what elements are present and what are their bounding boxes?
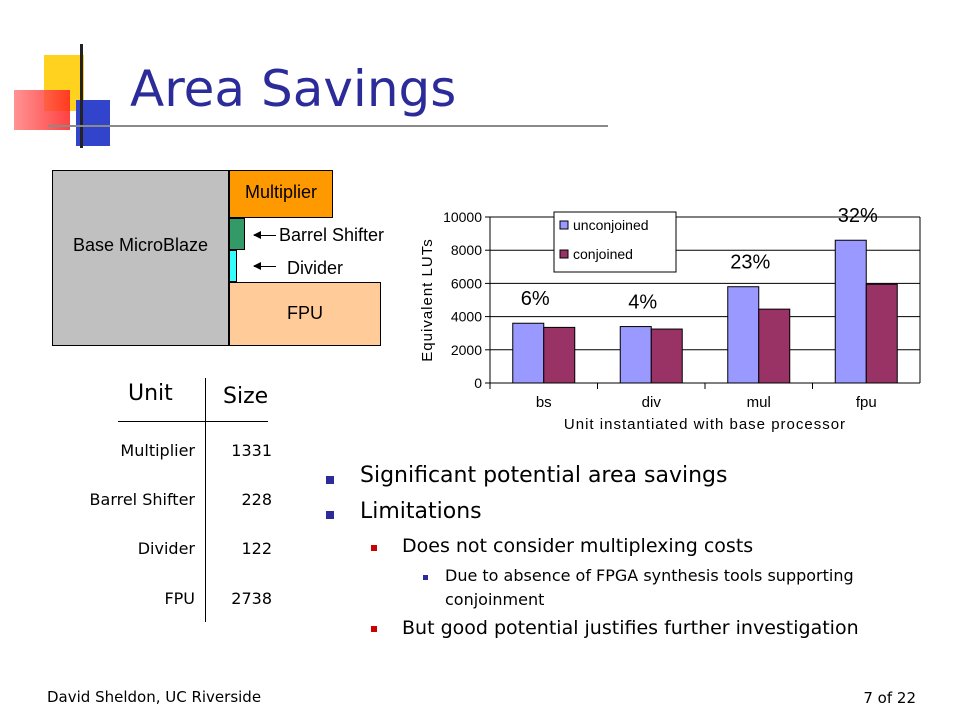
divider-block [229,250,237,282]
bullet-level2: But good potential justifies further inv… [402,617,859,639]
base-microblaze-block: Base MicroBlaze [52,170,229,346]
bullet-level3: conjoinment [445,590,545,609]
y-tick-label: 0 [474,375,482,391]
table-cell-size: 228 [241,490,272,509]
x-tick-label: fpu [856,394,877,411]
table-header-divider [118,421,268,422]
x-axis-label: Unit instantiated with base processor [564,416,846,433]
multiplier-label: Multiplier [244,182,318,202]
x-tick-label: bs [536,394,552,411]
bar-conjoined [758,308,791,384]
multiplier-block: Multiplier [229,170,333,218]
title-underline [48,125,608,127]
base-microblaze-label: Base MicroBlaze [72,235,209,255]
bar-unconjoined [619,326,652,384]
y-tick-label: 4000 [451,309,482,325]
legend-swatch [559,220,569,230]
bullet-level1: Significant potential area savings [360,463,728,488]
divider-label: Divider [287,258,344,278]
table-cell-size: 122 [241,539,272,558]
barrel-shifter-label: Barrel Shifter [279,225,385,245]
divider-arrow [253,262,276,270]
bullet-marker [371,545,377,551]
bar-conjoined [650,328,683,384]
fpu-block: FPU [229,282,381,346]
savings-annotation: 6% [521,288,550,310]
bullet-level1: Limitations [360,499,482,524]
bullet-level3: Due to absence of FPGA synthesis tools s… [445,566,854,585]
table-vertical-divider [205,378,206,622]
bar-conjoined [543,326,576,384]
y-tick-label: 2000 [451,342,482,358]
page-number: 7 of 22 [863,689,916,707]
bar-conjoined [865,283,898,384]
table-header-size: Size [223,384,269,409]
table-cell-unit: Divider [137,539,195,558]
barrel-shifter-arrow [253,231,276,239]
barrel-shifter-block [229,218,245,250]
fpu-label: FPU [287,303,323,323]
table-cell-size: 1331 [231,441,272,460]
logo-red-square [14,90,70,130]
y-tick-label: 10000 [443,209,482,225]
area-chart: 0 2000 4000 6000 8000 10000 bs 6% div 4% mul 23% fpu… [419,205,921,433]
legend-swatch [559,249,569,259]
legend-label: unconjoined [573,217,649,233]
bullet-marker [326,476,334,484]
legend-box [553,211,677,273]
bullet-marker [423,575,428,580]
table-cell-size: 2738 [231,589,272,608]
bar-unconjoined [512,322,545,384]
bullet-marker [371,626,377,632]
table-header-unit: Unit [128,381,173,406]
logo-vertical-line [80,44,83,148]
legend-label: conjoined [573,246,633,262]
bar-unconjoined [834,239,867,384]
y-axis-label: Equivalent LUTs [419,238,436,361]
table-cell-unit: Barrel Shifter [89,490,195,509]
slide-title: Area Savings [130,60,457,118]
savings-annotation: 4% [628,292,657,314]
table-cell-unit: FPU [164,589,195,608]
y-tick-label: 8000 [451,242,482,258]
x-tick-label: mul [747,394,771,411]
bar-unconjoined [727,286,760,384]
footer-author: David Sheldon, UC Riverside [47,688,262,706]
table-cell-unit: Multiplier [120,441,195,460]
bullet-level2: Does not consider multiplexing costs [402,535,754,557]
savings-annotation: 32% [838,205,878,227]
x-tick-label: div [642,394,662,411]
y-tick-label: 6000 [451,275,482,291]
bullet-marker [326,511,334,519]
savings-annotation: 23% [730,252,770,274]
